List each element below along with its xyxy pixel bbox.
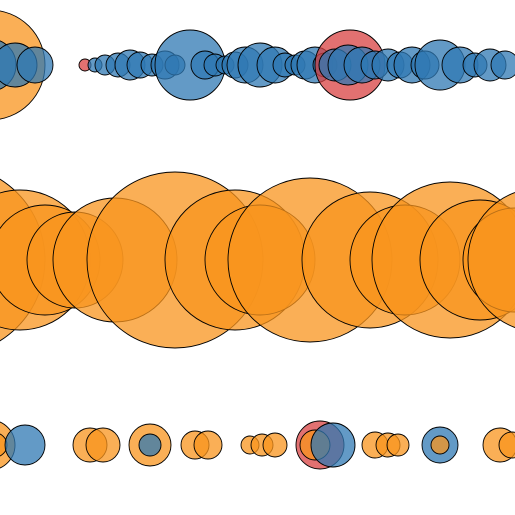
bubble bbox=[139, 434, 161, 456]
bubble bbox=[491, 51, 515, 79]
bubble bbox=[17, 47, 53, 83]
bubble-chart bbox=[0, 0, 515, 515]
bubble bbox=[194, 431, 222, 459]
bubble bbox=[86, 428, 120, 462]
bubble bbox=[311, 423, 355, 467]
bubble bbox=[387, 434, 409, 456]
bubble bbox=[5, 425, 45, 465]
bubble bbox=[263, 433, 287, 457]
bubble bbox=[431, 436, 449, 454]
